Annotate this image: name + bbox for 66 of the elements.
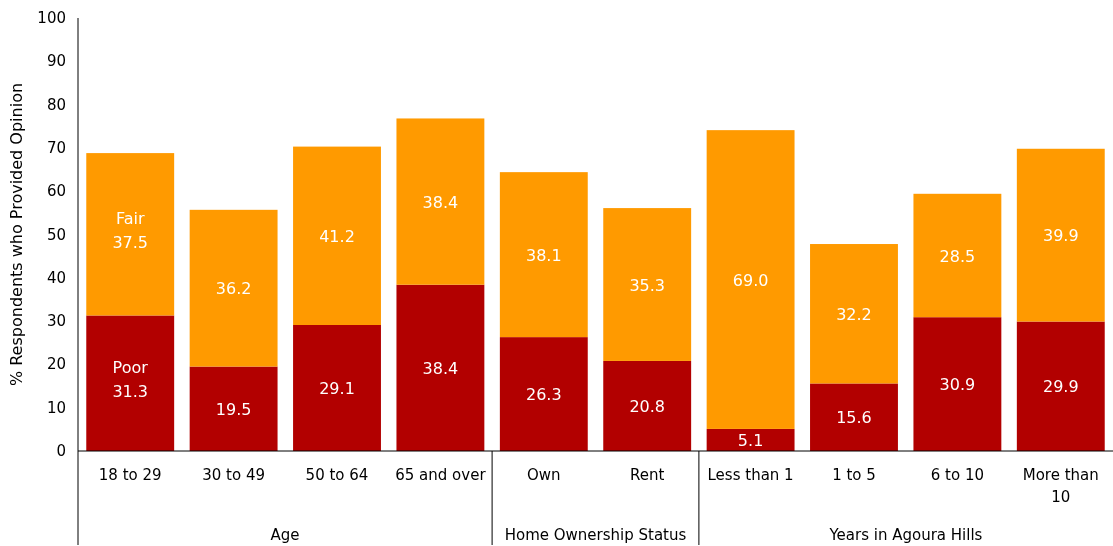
y-tick-label: 0: [56, 442, 66, 460]
y-tick-label: 50: [46, 225, 66, 244]
x-tick-label: 65 and over: [395, 466, 487, 484]
data-label: 38.4: [422, 358, 459, 378]
data-label: 41.2: [319, 226, 355, 246]
bar: [1016, 148, 1105, 322]
text: Home Ownership Status: [504, 526, 687, 544]
y-tick-label: 90: [46, 52, 66, 71]
x-tick-label: 6 to 10: [930, 466, 985, 484]
y-tick-label: 20: [46, 355, 66, 374]
x-tick-label: Own: [527, 466, 561, 484]
data-label: 26.3: [525, 385, 562, 405]
x-tick-label: More than 10: [1022, 466, 1099, 506]
y-tick-label: 80: [46, 95, 66, 114]
data-label: 37.5: [112, 233, 149, 253]
bar: [913, 317, 1002, 451]
bar: [86, 153, 175, 316]
bar: [293, 325, 381, 451]
x-tick-label: Rent: [630, 466, 665, 484]
data-label: 5.1: [737, 430, 764, 450]
y-tick-label: 100: [37, 9, 66, 27]
series-label: Poor: [112, 358, 149, 378]
y-tick-label: 40: [46, 268, 66, 287]
y-tick-label: 10: [46, 398, 66, 417]
data-label: 38.4: [422, 192, 459, 212]
data-label: 30.9: [939, 375, 976, 395]
data-label: 20.8: [629, 396, 666, 416]
bar: [189, 366, 278, 451]
bar: [396, 284, 485, 451]
x-tick-label: Less than 1: [707, 466, 794, 484]
data-label: 31.3: [112, 382, 149, 402]
bar: [810, 383, 898, 451]
data-label: 19.5: [215, 399, 252, 419]
bar: [810, 244, 898, 384]
data-label: 29.9: [1042, 377, 1079, 397]
data-label: 28.5: [939, 246, 976, 266]
text: Years in Agoura Hills: [828, 526, 983, 544]
bar: [86, 315, 175, 451]
bar: [499, 172, 588, 338]
bar: [1016, 321, 1105, 451]
bar: [396, 118, 485, 285]
bar: [293, 146, 381, 325]
x-tick-label: 30 to 49: [202, 466, 265, 484]
x-tick-label: 18 to 29: [98, 466, 162, 484]
y-axis-title: % Respondents who Provided Opinion: [7, 82, 26, 387]
y-tick-label: 30: [46, 312, 66, 331]
data-label: 35.3: [629, 275, 666, 295]
data-label: 15.6: [836, 408, 872, 428]
data-label: 38.1: [525, 245, 562, 265]
bar: [499, 337, 588, 451]
bar: [603, 208, 692, 361]
bar: [706, 130, 795, 429]
y-tick-label: 70: [46, 138, 66, 157]
bar: [603, 360, 692, 451]
data-label: 32.2: [836, 304, 872, 324]
y-tick-label: 60: [46, 182, 66, 201]
data-label: 36.2: [215, 279, 252, 299]
text: Age: [270, 526, 300, 544]
bar: [189, 209, 278, 367]
data-label: 29.1: [319, 379, 355, 398]
bar: [913, 193, 1002, 318]
x-tick-label: 50 to 64: [305, 466, 369, 484]
series-label: Fair: [115, 209, 145, 229]
data-label: 69.0: [732, 270, 769, 290]
x-tick-label: 1 to 5: [832, 466, 876, 484]
data-label: 39.9: [1042, 226, 1079, 246]
